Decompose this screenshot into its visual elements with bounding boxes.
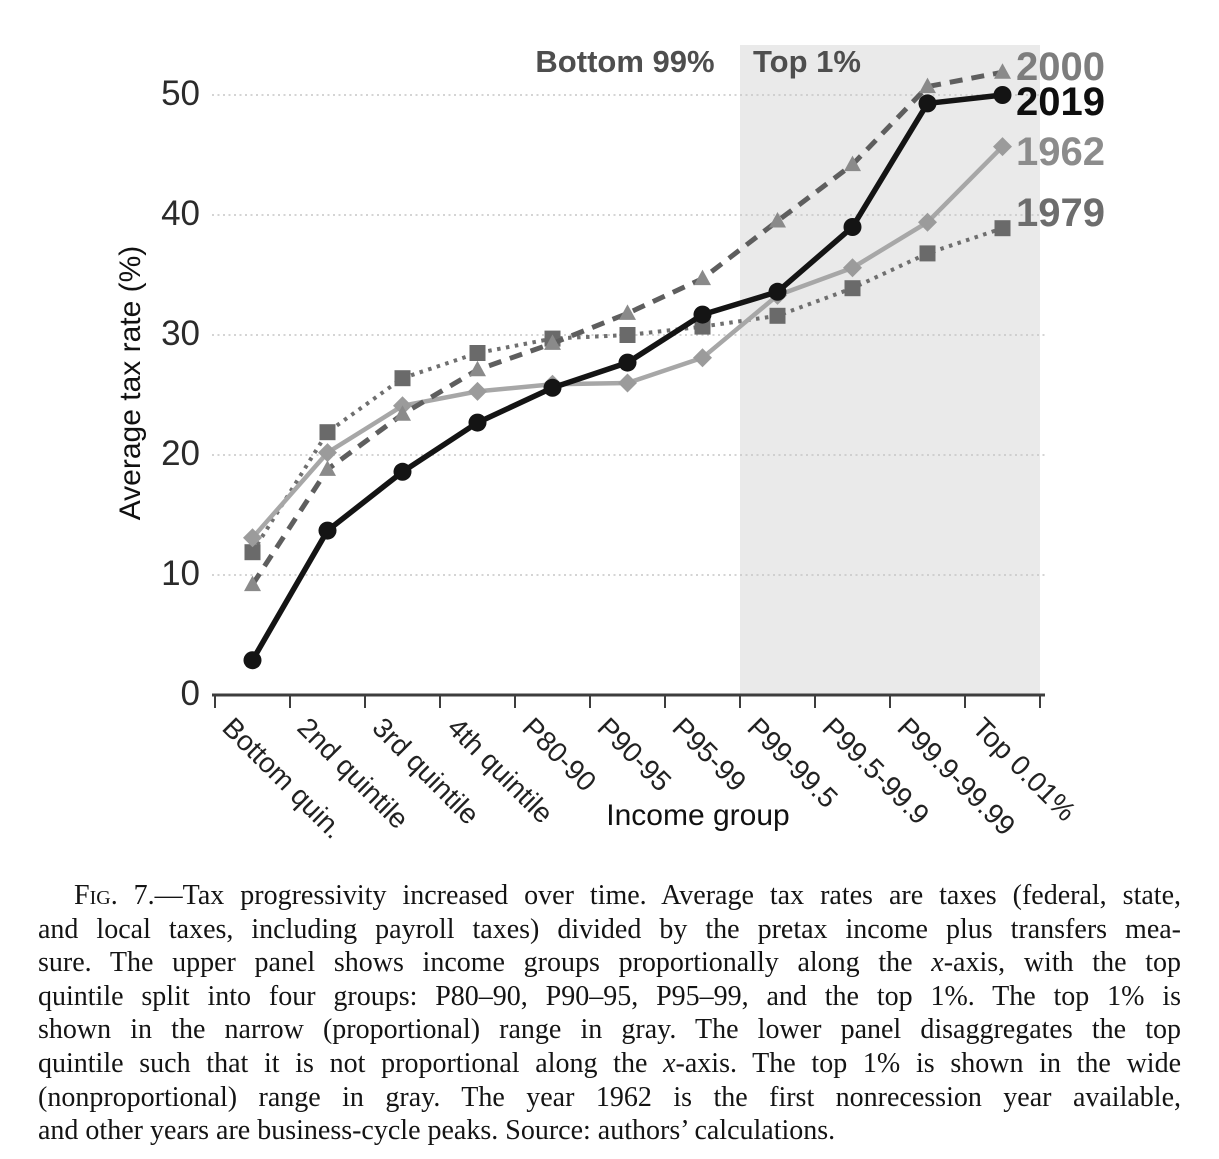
data-point-square [844, 280, 861, 297]
series-line-2000 [250, 69, 1003, 586]
caption-line: shown in the narrow (proportional) range… [38, 1014, 1181, 1046]
legend-label-1979: 1979 [1016, 191, 1105, 236]
series-line-1979 [250, 226, 1004, 554]
data-point-square [919, 245, 936, 262]
data-point-triangle [469, 360, 486, 377]
data-point-triangle [244, 575, 261, 592]
data-point-circle [843, 218, 862, 236]
data-point-diamond [693, 348, 712, 368]
data-point-circle [693, 305, 712, 324]
data-point-circle [393, 462, 412, 481]
data-point-diamond [468, 381, 487, 401]
caption-line: and other years are business-cycle peaks… [38, 1115, 836, 1147]
y-axis-title: Average tax rate (%) [114, 245, 147, 521]
data-point-triangle [319, 460, 336, 476]
data-point-circle [468, 413, 487, 432]
data-point-square [619, 327, 636, 343]
data-point-square [769, 307, 786, 324]
figure-caption: Fig. 7.—Tax progressivity increased over… [38, 879, 1181, 1148]
data-point-circle [993, 86, 1012, 104]
data-point-circle [768, 282, 787, 301]
data-point-triangle [694, 269, 711, 286]
y-tick-label: 40 [161, 194, 200, 233]
y-tick-label: 50 [161, 74, 200, 113]
data-point-circle [543, 378, 562, 397]
caption-line: quintile split into four groups: P80–90,… [38, 980, 1181, 1012]
x-axis-title: Income group [606, 799, 790, 832]
data-point-triangle [919, 77, 936, 94]
data-point-diamond [918, 212, 937, 232]
y-tick-label: 10 [161, 554, 200, 593]
top-1-band [740, 45, 1040, 695]
data-point-triangle [394, 405, 411, 421]
caption-line: Fig. 7.—Tax progressivity increased over… [74, 880, 1181, 911]
tax-rate-chart: Bottom 99% Top 1% Average tax rate (%) I… [114, 44, 1105, 845]
data-point-triangle [994, 63, 1011, 79]
data-point-diamond [318, 443, 337, 463]
data-point-circle [618, 353, 637, 372]
y-tick-label: 20 [161, 434, 200, 473]
bottom-99-region-label: Bottom 99% [535, 44, 715, 79]
data-point-circle [318, 521, 337, 540]
data-point-square [394, 370, 411, 387]
y-tick-label: 0 [180, 674, 200, 713]
data-point-square [994, 220, 1011, 237]
legend-label-2019: 2019 [1016, 80, 1105, 124]
data-point-square [469, 345, 486, 361]
data-point-triangle [619, 304, 636, 320]
caption-line: quintile such that it is not proportiona… [38, 1047, 1182, 1079]
data-point-square [319, 424, 336, 441]
data-point-diamond [843, 258, 862, 278]
legend-label-2000: 2000 [1016, 45, 1105, 90]
y-tick-label: 30 [161, 314, 200, 353]
data-point-diamond [618, 373, 637, 393]
data-point-diamond [243, 528, 262, 548]
caption-line: (nonproportional) range in gray. The yea… [38, 1081, 1181, 1113]
caption-line: sure. The upper panel shows income group… [38, 947, 1181, 979]
data-point-diamond [993, 137, 1012, 157]
data-point-circle [918, 94, 937, 113]
data-point-triangle [844, 155, 861, 172]
top-1-region-label: Top 1% [753, 44, 861, 79]
legend-label-1962: 1962 [1016, 129, 1105, 174]
data-point-square [244, 544, 261, 561]
data-point-triangle [769, 212, 786, 228]
data-point-circle [243, 651, 262, 670]
caption-line: and local taxes, including payroll taxes… [38, 913, 1181, 945]
data-point-triangle [544, 334, 561, 350]
